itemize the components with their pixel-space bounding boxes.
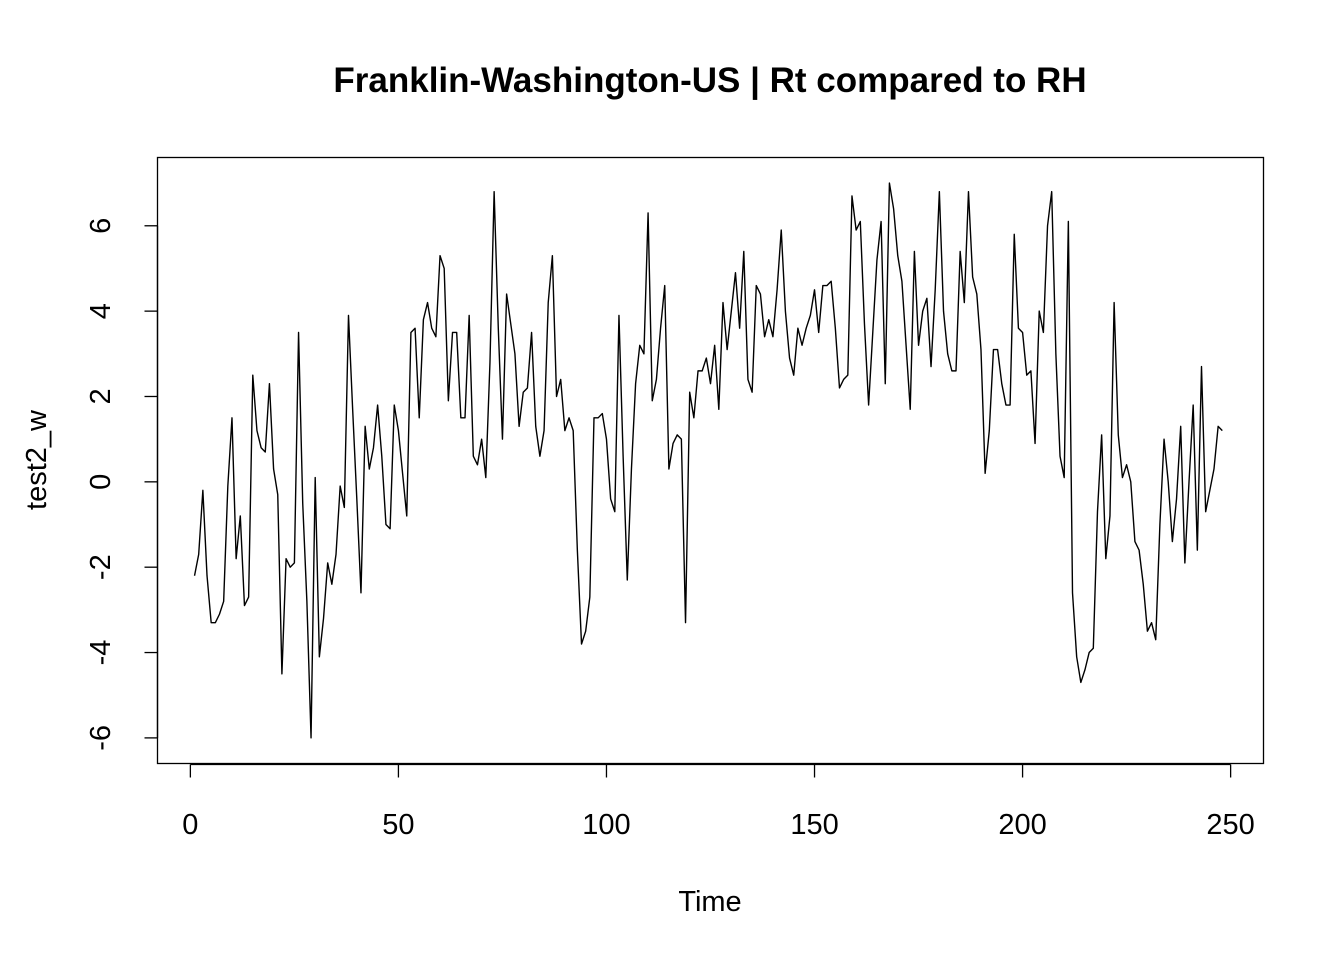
plot-frame xyxy=(156,156,1265,765)
series-line xyxy=(193,182,1223,739)
y-axis: -6 -4 -2 0 2 4 6 xyxy=(85,218,159,751)
y-tick-label: -2 xyxy=(85,554,117,580)
x-axis: 0 50 100 150 200 250 xyxy=(182,763,1255,841)
chart-title: Franklin-Washington-US | Rt compared to … xyxy=(333,61,1086,100)
x-tick-label: 200 xyxy=(998,809,1046,841)
x-tick-label: 0 xyxy=(182,809,198,841)
x-tick-label: 250 xyxy=(1206,809,1254,841)
y-tick-label: 6 xyxy=(85,218,117,234)
x-tick-label: 100 xyxy=(582,809,630,841)
y-tick-label: 0 xyxy=(85,474,117,490)
y-tick-label: -6 xyxy=(85,725,117,751)
x-axis-label: Time xyxy=(678,886,741,918)
x-tick-label: 150 xyxy=(790,809,838,841)
x-tick-label: 50 xyxy=(382,809,414,841)
y-tick-label: 2 xyxy=(85,388,117,404)
y-tick-label: 4 xyxy=(85,303,117,319)
y-tick-label: -4 xyxy=(85,640,117,666)
y-axis-label: test2_w xyxy=(21,409,53,510)
